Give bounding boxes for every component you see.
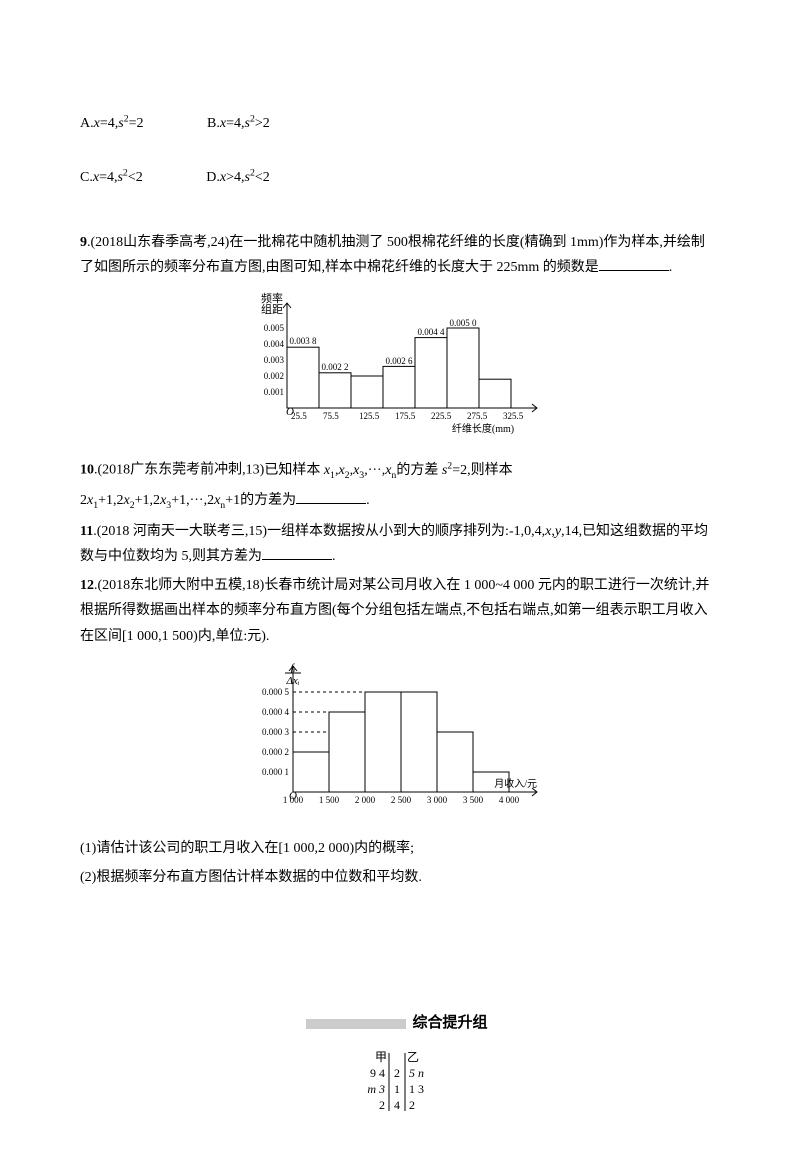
option-a-text: A.x=4,s2=2 [80, 116, 144, 131]
fig1-xt-6: 325.5 [503, 411, 524, 421]
fig1-bl-2: 0.002 6 [386, 356, 414, 366]
sl-r0-s: 2 [394, 1066, 400, 1080]
sl-right-label: 乙 [407, 1050, 419, 1064]
option-b: B.x=4,s2>2 [207, 110, 270, 136]
q12-source: .(2018东北师大附中五模,18) [94, 578, 264, 593]
option-c-text: C.x=4,s2<2 [80, 170, 143, 185]
fig2-yt-2: 0.000 3 [262, 727, 290, 737]
sl-left-label: 甲 [375, 1050, 387, 1064]
fig1-yt-0: 0.001 [264, 387, 284, 397]
q11-source: .(2018 河南天一大联考三,15) [93, 524, 267, 539]
question-10: 10.(2018广东东莞考前冲刺,13)已知样本 x1,x2,x3,···,xn… [80, 457, 714, 484]
fig2-yt-0: 0.000 1 [262, 767, 289, 777]
sl-r0-r: 5 n [409, 1066, 424, 1080]
fig1-bl-4: 0.005 0 [450, 318, 478, 328]
fig2-origin: O [289, 790, 297, 802]
q10-num: 10 [80, 463, 94, 478]
option-d: D.x>4,s2<2 [206, 164, 270, 190]
fig1-xt-4: 225.5 [431, 411, 452, 421]
fig1-bar-3 [383, 366, 415, 408]
fig2-xt-1: 1 500 [319, 795, 340, 805]
sl-r2-l: 2 [379, 1098, 385, 1112]
figure-2: fᵢ Δxᵢ 0.000 1 0.000 2 0.000 3 0.000 [80, 657, 714, 826]
sl-r1-s: 1 [394, 1082, 400, 1096]
fig1-bl-3: 0.004 4 [418, 327, 446, 337]
fig1-origin: O [286, 406, 294, 418]
histogram-1: 频率 组距 0.001 0.002 0.003 0.004 0.005 0.00… [247, 288, 547, 438]
stemleaf-svg: 甲 乙 9 4 2 5 n m 3 1 1 3 2 4 2 [337, 1047, 457, 1117]
q10-text2: 2x1+1,2x2+1,2x3+1,···,2xn+1的方差为 [80, 493, 296, 508]
fig2-yt-1: 0.000 2 [262, 747, 289, 757]
fig1-xt-1: 75.5 [323, 411, 339, 421]
question-11: 11.(2018 河南天一大联考三,15)一组样本数据按从小到大的顺序排列为:-… [80, 519, 714, 569]
sl-r1-l: m 3 [367, 1082, 385, 1096]
q10-blank [296, 489, 366, 504]
section-heading: 综合提升组 [80, 1010, 714, 1037]
fig1-xlabel: 纤维长度(mm) [452, 422, 514, 435]
fig1-ylabel-bot: 组距 [261, 302, 283, 316]
fig1-bar-1 [319, 373, 351, 408]
fig1-bar-2 [351, 376, 383, 408]
q10-text1: 已知样本 x1,x2,x3,···,xn的方差 s2=2,则样本 [264, 463, 512, 478]
fig1-bl-0: 0.003 8 [290, 336, 318, 346]
q9-source: .(2018山东春季高考,24) [87, 235, 229, 250]
fig1-xt-5: 275.5 [467, 411, 488, 421]
fig1-yt-4: 0.005 [264, 323, 285, 333]
stem-leaf-plot: 甲 乙 9 4 2 5 n m 3 1 1 3 2 4 2 [80, 1047, 714, 1122]
q11-blank [262, 545, 332, 560]
fig2-bar-3 [401, 692, 437, 792]
question-10-line2: 2x1+1,2x2+1,2x3+1,···,2xn+1的方差为. [80, 488, 714, 514]
q11-num: 11 [80, 524, 93, 539]
fig2-yt-3: 0.000 4 [262, 707, 290, 717]
fig2-yt-4: 0.000 5 [262, 687, 290, 697]
sl-r0-l: 9 4 [370, 1066, 385, 1080]
fig2-xt-2: 2 000 [355, 795, 376, 805]
option-c: C.x=4,s2<2 [80, 164, 143, 190]
q9-num: 9 [80, 235, 87, 250]
fig1-bar-0 [287, 347, 319, 408]
fig2-bar-2 [365, 692, 401, 792]
fig2-xlabel: 月收入/元 [494, 777, 537, 790]
fig2-bar-1 [329, 712, 365, 792]
fig1-yt-1: 0.002 [264, 371, 284, 381]
answer-options: A.x=4,s2=2 B.x=4,s2>2 C.x=4,s2<2 D.x>4,s… [80, 110, 714, 190]
fig2-xt-6: 4 000 [499, 795, 520, 805]
option-d-text: D.x>4,s2<2 [206, 170, 270, 185]
fig2-bar-0 [293, 752, 329, 792]
fig1-bar-6 [479, 379, 511, 408]
q12-num: 12 [80, 578, 94, 593]
fig1-bar-4 [415, 338, 447, 408]
section-text: 综合提升组 [412, 1015, 487, 1031]
histogram-2: fᵢ Δxᵢ 0.000 1 0.000 2 0.000 3 0.000 [237, 657, 557, 817]
fig2-xt-3: 2 500 [391, 795, 412, 805]
fig2-xt-5: 3 500 [463, 795, 484, 805]
sl-r2-s: 4 [394, 1098, 400, 1112]
fig1-xt-3: 175.5 [395, 411, 416, 421]
q11-period: . [332, 549, 336, 564]
q9-blank [599, 256, 669, 271]
fig1-bl-1: 0.002 2 [322, 362, 349, 372]
figure-1: 频率 组距 0.001 0.002 0.003 0.004 0.005 0.00… [80, 288, 714, 447]
option-b-text: B.x=4,s2>2 [207, 116, 270, 131]
fig1-xt-2: 125.5 [359, 411, 380, 421]
option-a: A.x=4,s2=2 [80, 110, 144, 136]
question-9: 9.(2018山东春季高考,24)在一批棉花中随机抽测了 500根棉花纤维的长度… [80, 230, 714, 280]
q12-sub1: (1)请估计该公司的职工月收入在[1 000,2 000)内的概率; [80, 836, 714, 861]
question-12: 12.(2018东北师大附中五模,18)长春市统计局对某公司月收入在 1 000… [80, 573, 714, 649]
q9-period: . [669, 260, 673, 275]
fig1-ylabel-top: 频率 [261, 291, 283, 305]
q10-source: .(2018广东东莞考前冲刺,13) [94, 463, 264, 478]
fig2-xt-4: 3 000 [427, 795, 448, 805]
fig1-yt-3: 0.004 [264, 339, 285, 349]
q12-sub2: (2)根据频率分布直方图估计样本数据的中位数和平均数. [80, 865, 714, 890]
sl-r2-r: 2 [409, 1098, 415, 1112]
fig2-bar-4 [437, 732, 473, 792]
section-bar [306, 1019, 406, 1029]
fig1-yt-2: 0.003 [264, 355, 285, 365]
sl-r1-r: 1 3 [409, 1082, 424, 1096]
q10-period: . [366, 493, 370, 508]
fig1-bar-5 [447, 328, 479, 408]
